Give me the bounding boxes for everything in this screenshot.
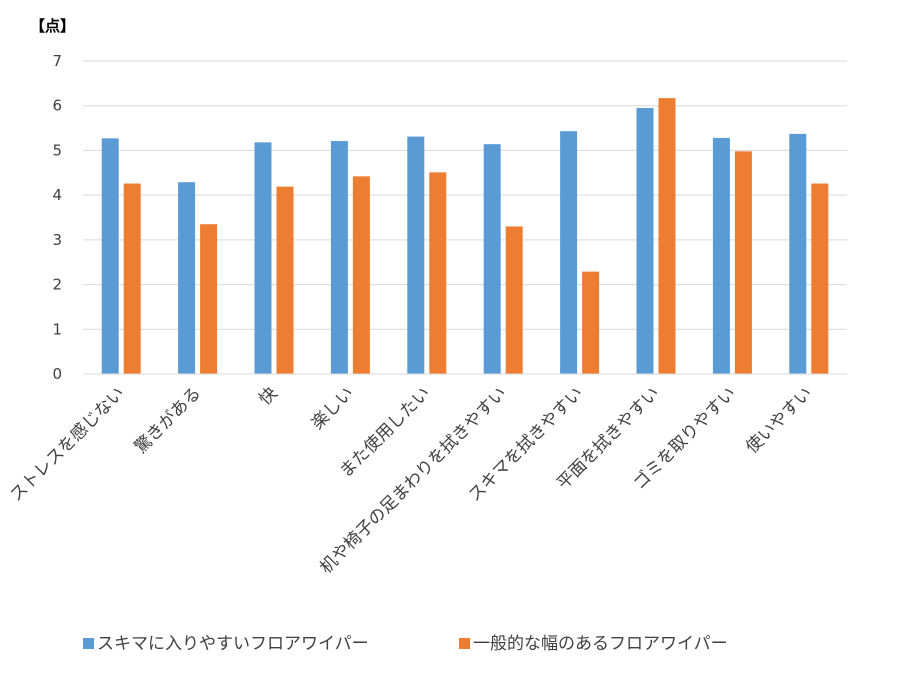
category-labels: ストレスを感じない 驚きがある快楽しいまた使用したい机や椅子の足まわりを拭きやすい… [6, 383, 816, 578]
y-tick-label: 4 [52, 186, 62, 204]
bar-series-2 [429, 172, 447, 374]
gridlines [83, 60, 847, 330]
x-category-label: ストレスを感じない [6, 383, 128, 505]
bar-series-2 [123, 183, 141, 374]
x-category-label: 快 [255, 383, 281, 409]
bar-series-1 [483, 144, 501, 374]
x-category-label: 楽しい [308, 383, 358, 433]
legend-swatch [83, 638, 94, 649]
bar-series-2 [811, 183, 829, 374]
y-tick-label: 1 [52, 320, 62, 338]
bar-series-1 [178, 182, 196, 374]
bar-series-2 [276, 186, 294, 374]
bar-series-2 [658, 98, 676, 374]
y-tick-label: 6 [52, 97, 62, 115]
bar-series-1 [254, 142, 272, 374]
y-tick-label: 3 [52, 231, 62, 249]
bar-series-2 [352, 176, 370, 374]
legend-label: スキマに入りやすいフロアワイパー [97, 634, 369, 654]
bar-series-2 [582, 271, 600, 374]
bar-series-1 [330, 141, 348, 374]
y-tick-label: 0 [52, 365, 62, 383]
x-category-label: 驚きがある [131, 383, 205, 457]
x-category-label: 使いやすい [741, 383, 816, 458]
y-axis-unit-label: 【点】 [30, 17, 75, 35]
legend: スキマに入りやすいフロアワイパー 一般的な幅のあるフロアワイパー [83, 634, 728, 654]
bar-series-2 [734, 151, 752, 374]
bar-series-1 [560, 131, 578, 374]
bar-series-1 [789, 133, 807, 374]
y-tick-label: 5 [52, 141, 62, 159]
legend-label: 一般的な幅のあるフロアワイパー [473, 634, 728, 654]
bar-series-2 [505, 226, 523, 374]
y-axis-ticks: 0 1 2 3 4 5 6 7 [52, 52, 62, 383]
y-tick-label: 2 [52, 276, 62, 294]
bar-series-1 [636, 107, 654, 374]
legend-swatch [459, 638, 470, 649]
y-tick-label: 7 [52, 52, 62, 70]
bar-series-1 [407, 136, 425, 374]
bar-series-1 [101, 138, 119, 374]
bar-series-2 [200, 224, 218, 374]
bars [101, 98, 829, 374]
bar-series-1 [712, 137, 730, 374]
